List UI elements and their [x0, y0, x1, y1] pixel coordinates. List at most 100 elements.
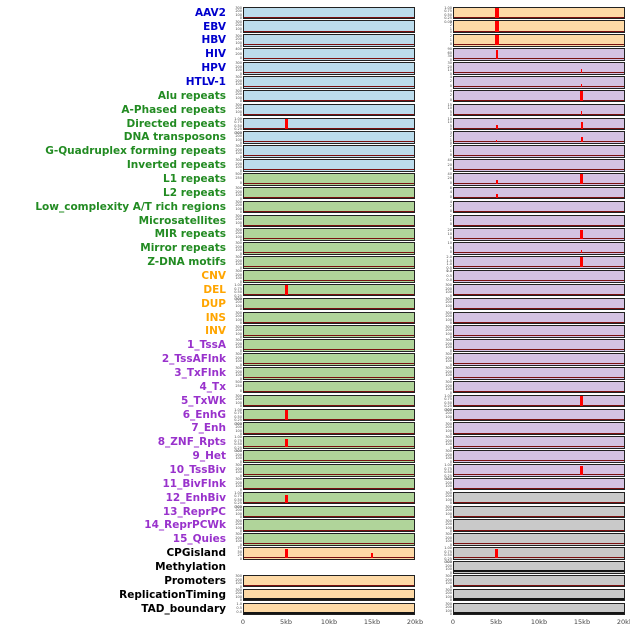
track-row: G-Quadruplex forming repeats 300 200 100 0 2 1…: [0, 145, 630, 159]
y-tick-label: 0: [239, 265, 242, 270]
y-tick-label: 200: [235, 161, 242, 166]
signal-baseline: [244, 196, 414, 198]
y-tick-label: 0: [449, 529, 452, 534]
signal-baseline: [244, 293, 414, 295]
signal-spike: [285, 284, 288, 295]
y-tick-label: 0.00: [234, 449, 242, 454]
track-panel-right: [453, 561, 625, 574]
y-tick-label: 0.5: [446, 265, 452, 270]
y-tick-label: 0: [239, 196, 242, 201]
signal-baseline: [244, 543, 414, 545]
y-tick-label: 100: [445, 525, 452, 530]
y-axis-ticks: 300 200 100 0: [439, 602, 453, 616]
y-tick-label: 1.00: [234, 283, 242, 288]
y-tick-label: 300: [235, 227, 242, 232]
y-tick-label: 100: [235, 234, 242, 239]
track-panel-right: [453, 172, 625, 186]
track-label: HTLV-1: [185, 75, 226, 88]
track-row: Low_complexity A/T rich regions 300 200 100…: [0, 200, 630, 214]
track-panel-left: [243, 269, 415, 283]
x-axis-tick-label: 15kb: [573, 618, 591, 626]
y-tick-label: 100: [235, 193, 242, 197]
track-label: G-Quadruplex forming repeats: [45, 145, 226, 158]
signal-baseline: [454, 543, 624, 545]
y-tick-label: 100: [445, 317, 452, 322]
y-tick-label: 0: [239, 279, 242, 284]
y-tick-label: 0: [449, 42, 452, 47]
y-axis-ticks: [229, 561, 243, 573]
y-axis-ticks: 300 200 100 0: [229, 145, 243, 159]
y-axis-ticks: 1.00 0.75 0.50 0.25 0.00: [229, 408, 243, 425]
signal-spike: [285, 549, 288, 559]
track-panel-left: [243, 325, 415, 338]
signal-baseline: [244, 321, 414, 323]
track-label: Low_complexity A/T rich regions: [35, 200, 226, 213]
track-row: HBV 300 200 100 0 2 1 0: [0, 34, 630, 48]
y-tick-label: 0.75: [444, 9, 452, 14]
x-axis-tick-label: 20kb: [406, 618, 424, 626]
track-panel-right: [453, 297, 625, 311]
y-tick-label: 0: [449, 584, 452, 589]
y-tick-label: 100: [445, 484, 452, 489]
y-axis-ticks: 300 200 100 0: [229, 6, 243, 20]
y-tick-label: 1: [449, 218, 452, 223]
y-axis-ticks: 300 200 100 0: [229, 270, 243, 284]
y-axis-ticks: 1.00 0.75 0.50 0.25 0.00: [229, 491, 243, 508]
signal-baseline: [454, 570, 624, 573]
y-tick-label: 0: [449, 321, 452, 326]
track-panel-right: [453, 394, 625, 408]
track-panel-right: [453, 602, 625, 616]
y-tick-label: 300: [235, 574, 242, 579]
signal-baseline: [454, 210, 624, 212]
y-tick-label: 200: [235, 452, 242, 457]
track-panel-right: [453, 519, 625, 533]
track-panel-right: [453, 574, 625, 588]
signal-spike: [495, 549, 498, 559]
signal-baseline: [454, 390, 624, 392]
y-tick-label: 30: [447, 54, 452, 59]
signal-baseline: [454, 58, 624, 60]
signal-spike: [580, 111, 583, 115]
signal-spike: [285, 118, 288, 129]
y-tick-label: 200: [445, 286, 452, 291]
track-label: ReplicationTiming: [119, 588, 226, 601]
y-tick-label: 200: [235, 258, 242, 263]
signal-baseline: [244, 72, 414, 74]
track-label: 8_ZNF_Rpts: [157, 436, 226, 449]
track-panel-left: [243, 6, 415, 20]
track-panel-left: [243, 214, 415, 228]
y-tick-label: 0: [239, 99, 242, 104]
y-tick-label: 200: [445, 341, 452, 346]
track-panel-right: [453, 75, 625, 89]
y-tick-label: 300: [445, 380, 452, 385]
y-tick-label: 100: [235, 26, 242, 31]
y-tick-label: 200: [235, 106, 242, 111]
y-tick-label: 1: [449, 148, 452, 153]
y-tick-label: 0.75: [444, 466, 452, 471]
track-label: 5_TxWk: [180, 394, 226, 407]
y-tick-label: 0: [449, 307, 452, 312]
y-tick-label: 1.0: [446, 269, 452, 274]
y-tick-label: 300: [445, 477, 452, 482]
y-axis-ticks: 300 200 100 0: [229, 353, 243, 367]
track-label: EBV: [203, 20, 226, 33]
track-panel-right: [453, 533, 625, 546]
y-tick-label: 300: [235, 324, 242, 329]
signal-baseline: [454, 377, 624, 379]
y-axis-ticks: 300 200 100 0: [439, 561, 453, 575]
y-tick-label: 100: [445, 511, 452, 516]
signal-baseline: [244, 557, 414, 559]
y-axis-ticks: 500 250 0: [229, 381, 243, 393]
y-tick-label: 0.75: [234, 411, 242, 416]
y-tick-label: 300: [445, 421, 452, 426]
track-panel-right: [453, 228, 625, 241]
track-label: HIV: [205, 48, 226, 61]
y-tick-label: 0: [239, 598, 242, 603]
track-label: CNV: [201, 270, 226, 282]
y-tick-label: 200: [235, 37, 242, 42]
y-axis-ticks: 15 10 5 0: [439, 117, 453, 131]
y-tick-label: 0: [239, 251, 242, 256]
track-label: A-Phased repeats: [121, 103, 226, 116]
